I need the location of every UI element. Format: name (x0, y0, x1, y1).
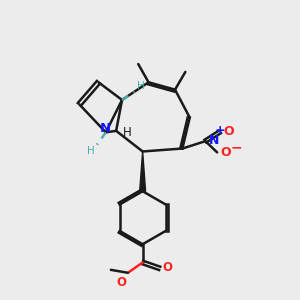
Text: N: N (100, 122, 111, 135)
Text: −: − (230, 140, 242, 154)
Text: O: O (220, 146, 231, 159)
Text: O: O (162, 261, 172, 274)
Text: O: O (223, 125, 234, 138)
Polygon shape (140, 152, 146, 191)
Text: +: + (215, 124, 225, 137)
Text: H: H (123, 126, 131, 139)
Text: H: H (137, 81, 145, 91)
Text: H: H (87, 146, 94, 156)
Text: O: O (116, 276, 126, 289)
Text: N: N (209, 134, 219, 147)
